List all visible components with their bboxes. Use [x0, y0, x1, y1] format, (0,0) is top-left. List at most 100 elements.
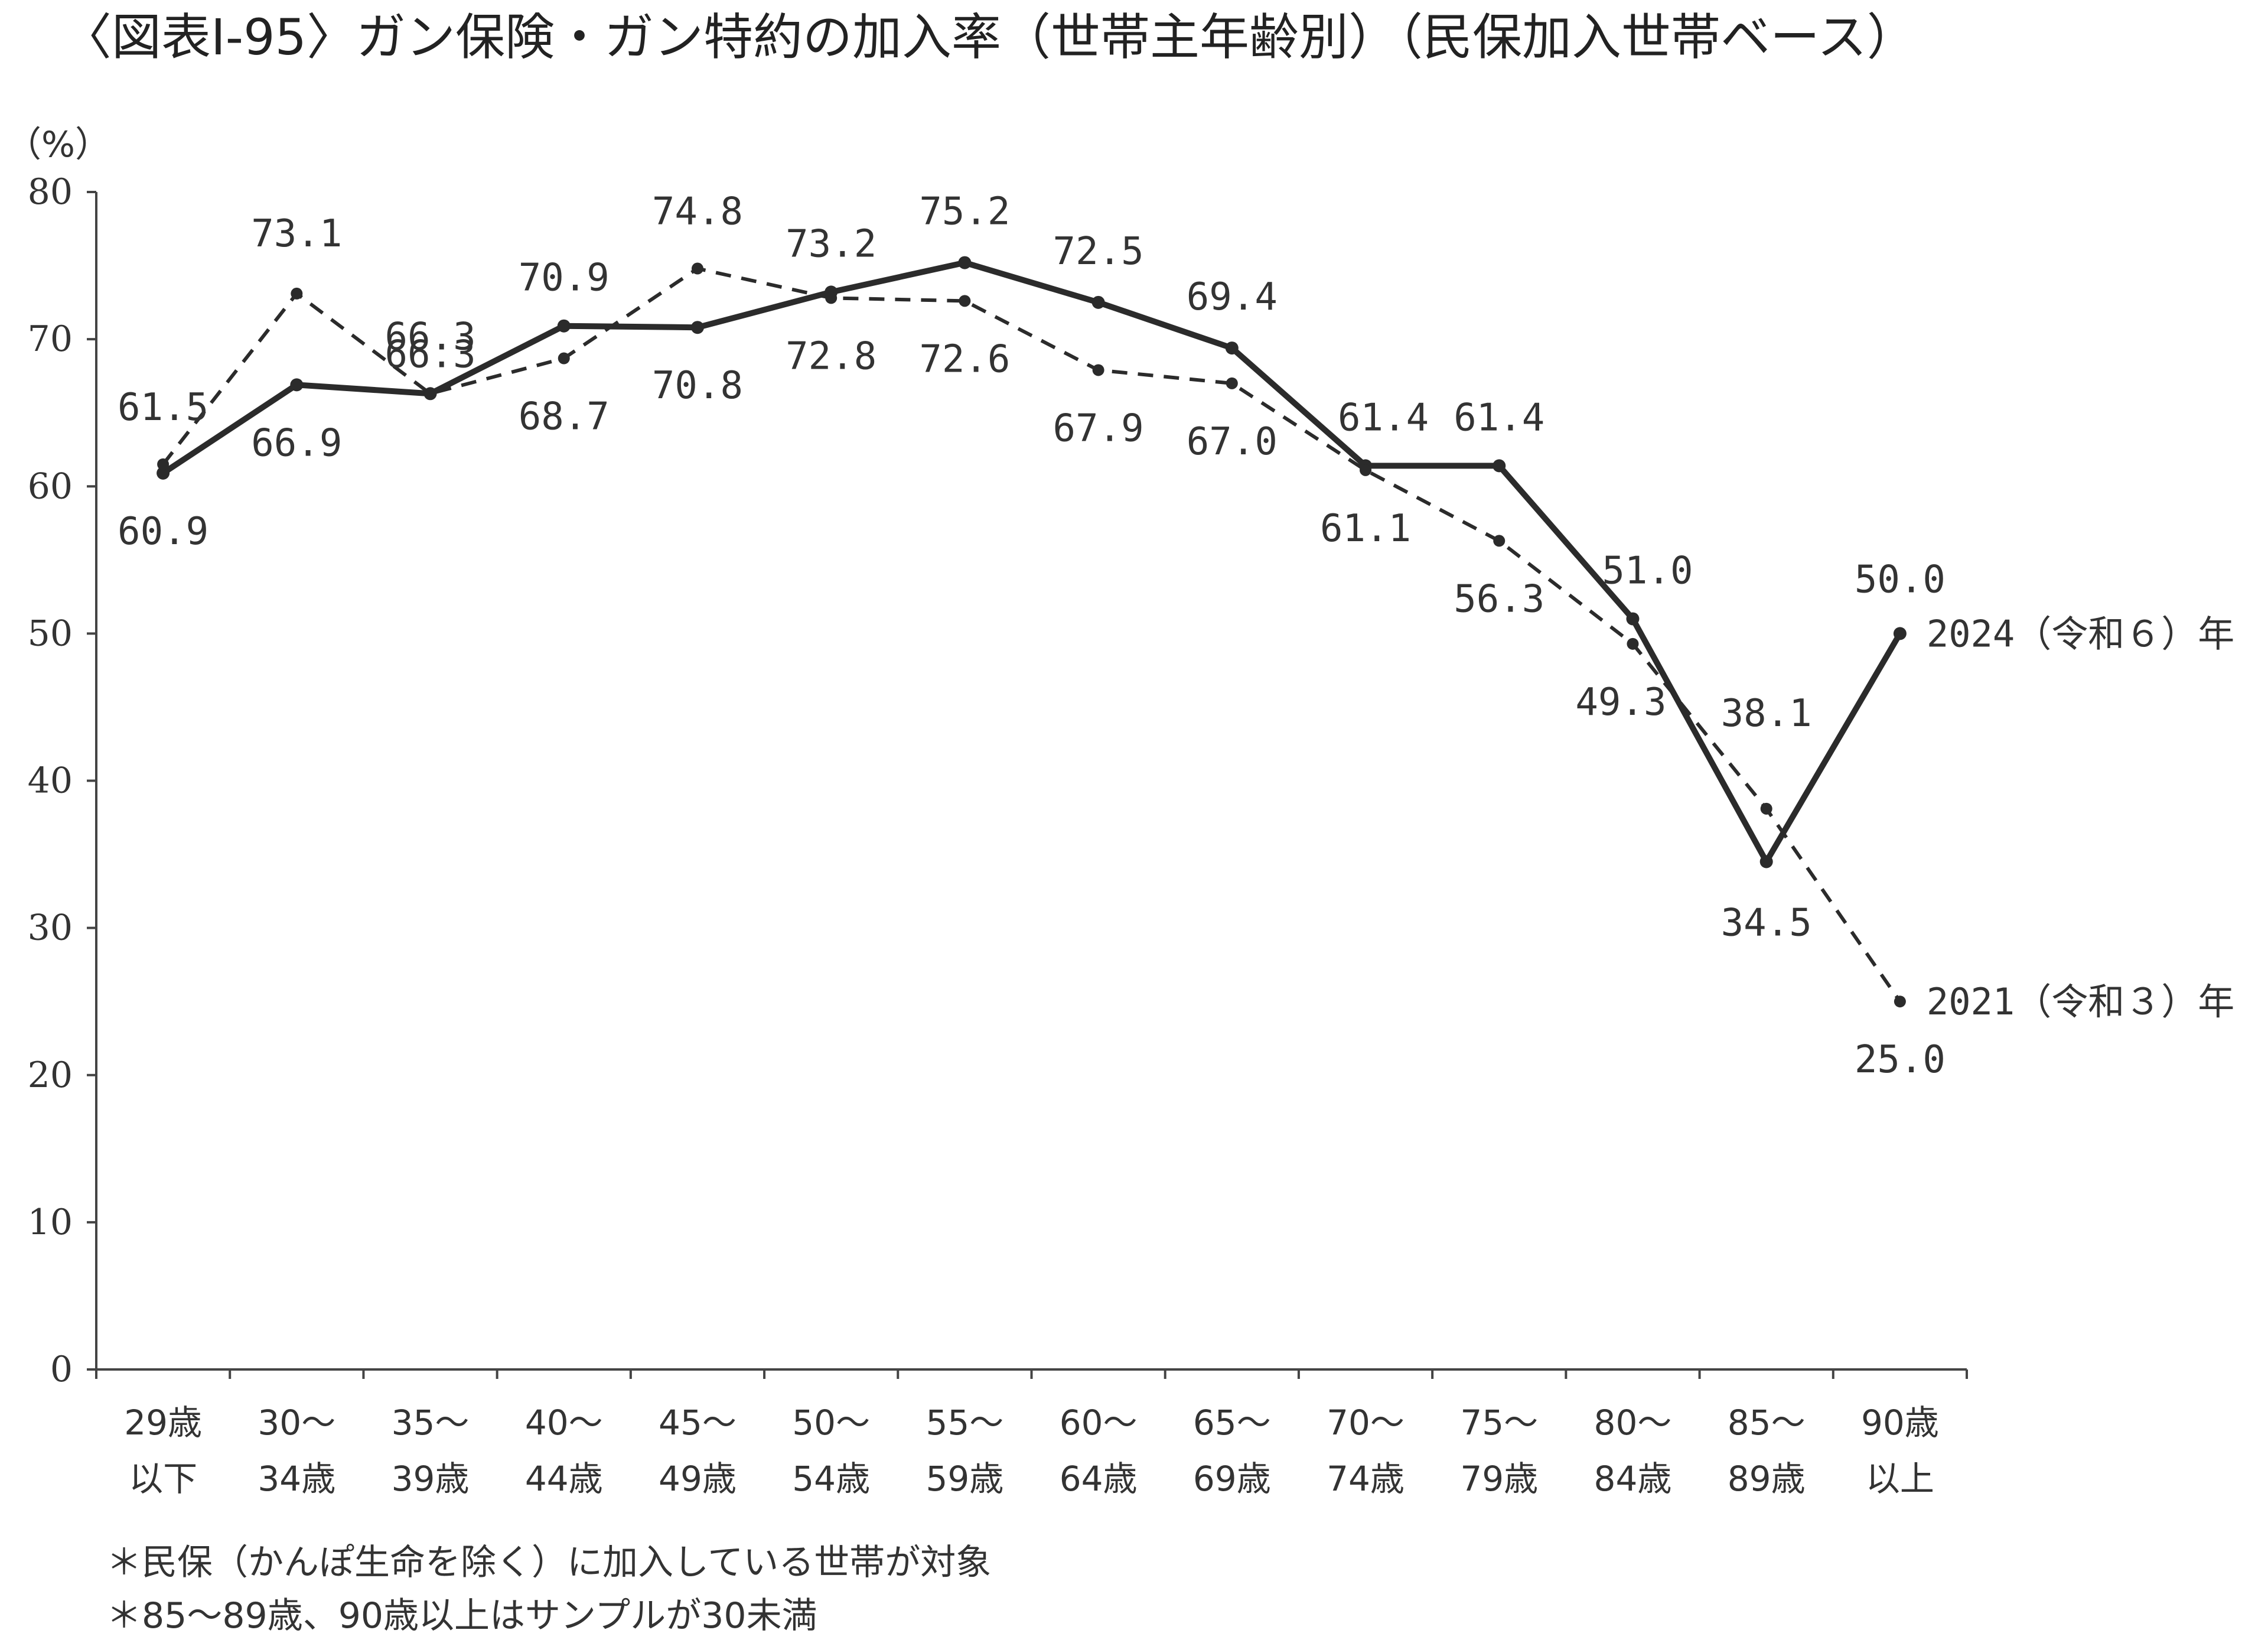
x-category-label: 55～ [926, 1403, 1003, 1443]
point-2021 [959, 295, 971, 307]
data-label-2024: 70.9 [519, 256, 610, 300]
point-2024 [1225, 341, 1239, 355]
series-label-2021: 2021（令和３）年 [1927, 980, 2234, 1023]
series-lines [161, 259, 1903, 1003]
x-category-label: 75～ [1460, 1403, 1538, 1443]
point-2024 [690, 321, 704, 334]
x-category-label: 以下 [129, 1459, 197, 1499]
data-label-2021: 49.3 [1575, 681, 1666, 724]
axes [87, 191, 1968, 1379]
x-category-label: 74歳 [1327, 1459, 1405, 1499]
x-category-label: 49歳 [659, 1459, 737, 1499]
y-tick-label: 30 [28, 907, 73, 949]
x-category-label: 30～ [258, 1403, 335, 1443]
data-labels: 60.9 66.9 66.3 70.9 70.8 73.2 75.2 72.5 69.4 61.4… [118, 190, 1946, 1082]
data-label-2021: 66.3 [384, 315, 475, 359]
y-axis-unit-label: （%） [6, 124, 110, 165]
x-category-label: 45～ [659, 1403, 737, 1443]
series-line-2021 [161, 266, 1902, 1003]
footnote-1: ＊民保（かんぽ生命を除く）に加入している世帯が対象 [106, 1542, 991, 1583]
y-tick-label: 0 [50, 1349, 73, 1390]
data-label-2024: 66.3 [384, 333, 475, 376]
x-category-label: 39歳 [392, 1459, 470, 1499]
point-2021 [1493, 535, 1506, 547]
x-category-label: 90歳 [1861, 1403, 1939, 1443]
series-points [157, 256, 1907, 1008]
x-category-label: 85～ [1728, 1403, 1806, 1443]
x-category-label: 44歳 [525, 1459, 603, 1499]
data-label-2024: 70.8 [652, 364, 743, 408]
data-label-2021: 56.3 [1454, 577, 1544, 621]
x-category-label: 70～ [1327, 1403, 1405, 1443]
y-tick-label: 10 [28, 1202, 73, 1243]
data-label-2024: 50.0 [1855, 558, 1946, 601]
data-label-2021: 72.8 [786, 334, 876, 378]
point-2021 [1760, 802, 1772, 815]
y-tick-label: 80 [28, 171, 73, 213]
point-2021 [157, 458, 170, 470]
point-2024 [958, 256, 972, 269]
data-label-2021: 72.6 [919, 337, 1010, 381]
footnote-2: ＊85～89歳、90歳以上はサンプルが30未満 [106, 1595, 817, 1637]
x-category-label: 29歳 [124, 1403, 202, 1443]
point-2024 [1626, 612, 1640, 626]
data-label-2021: 25.0 [1855, 1038, 1946, 1082]
point-2021 [825, 292, 838, 304]
point-2021 [1360, 464, 1372, 476]
data-label-2024: 61.4 [1338, 396, 1429, 440]
x-category-label: 40～ [525, 1403, 603, 1443]
x-category-label: 54歳 [792, 1459, 870, 1499]
data-label-2021: 67.0 [1187, 420, 1278, 464]
point-2021 [291, 287, 303, 300]
point-2021 [691, 262, 703, 275]
data-label-2021: 38.1 [1721, 692, 1812, 736]
data-label-2024: 51.0 [1602, 549, 1693, 593]
x-category-label: 64歳 [1060, 1459, 1138, 1499]
chart-title: 〈図表Ⅰ-95〉ガン保険・ガン特約の加入率（世帯主年齢別）（民保加入世帯ベース） [62, 8, 1917, 66]
data-label-2024: 72.5 [1053, 230, 1144, 274]
data-label-2024: 69.4 [1187, 275, 1278, 319]
point-2024 [557, 319, 571, 333]
point-2024 [1759, 855, 1773, 868]
series-line-2024 [161, 259, 1903, 865]
data-label-2021: 68.7 [519, 395, 610, 439]
x-category-label: 65～ [1193, 1403, 1271, 1443]
x-category-label: 84歳 [1594, 1459, 1672, 1499]
point-2024 [1091, 295, 1105, 309]
point-2021 [1092, 364, 1104, 376]
y-tick-label: 60 [28, 466, 73, 507]
y-tick-label: 70 [28, 318, 73, 360]
y-tick-labels: 0 10 20 30 40 50 60 70 80 [28, 171, 73, 1390]
data-label-2021: 73.1 [251, 212, 342, 256]
series-label-2024: 2024（令和６）年 [1927, 612, 2234, 655]
series-labels: 2024（令和６）年 2021（令和３）年 [1927, 612, 2234, 1023]
point-2024 [290, 378, 304, 392]
x-category-label: 79歳 [1460, 1459, 1538, 1499]
data-label-2024: 34.5 [1721, 902, 1812, 945]
x-category-label: 35～ [392, 1403, 470, 1443]
point-2024 [1893, 627, 1907, 640]
y-tick-label: 40 [28, 760, 73, 802]
data-label-2024: 75.2 [919, 190, 1010, 234]
point-2021 [1627, 637, 1639, 650]
x-category-label: 59歳 [926, 1459, 1003, 1499]
x-category-label: 50～ [792, 1403, 870, 1443]
data-label-2024: 73.2 [786, 222, 876, 266]
x-category-label: 89歳 [1728, 1459, 1806, 1499]
x-category-label: 69歳 [1193, 1459, 1271, 1499]
data-label-2024: 61.4 [1454, 396, 1544, 440]
point-2021 [1226, 377, 1238, 389]
data-label-2021: 61.1 [1320, 507, 1411, 551]
point-2021 [424, 388, 436, 400]
x-category-label: 60～ [1060, 1403, 1138, 1443]
point-2021 [558, 352, 570, 365]
point-2021 [1894, 995, 1906, 1008]
data-label-2021: 74.8 [652, 190, 743, 234]
x-category-label: 80～ [1594, 1403, 1672, 1443]
data-label-2021: 61.5 [118, 386, 208, 430]
point-2024 [1493, 459, 1506, 473]
data-label-2024: 60.9 [118, 510, 208, 554]
point-2024 [157, 466, 170, 480]
x-category-label: 34歳 [258, 1459, 335, 1499]
